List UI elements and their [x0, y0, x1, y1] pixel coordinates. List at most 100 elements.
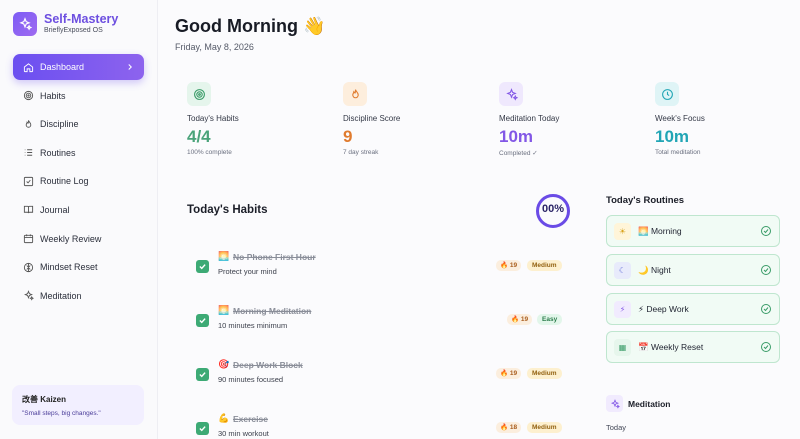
target-icon — [22, 90, 34, 102]
stat-value: 10m — [655, 127, 690, 146]
book-icon — [22, 204, 34, 216]
check-icon[interactable] — [196, 368, 209, 381]
flame-icon — [343, 82, 367, 106]
habit-row[interactable]: 💪 Exercise 30 min workout 🔥 18 Medium — [187, 407, 565, 439]
stat-value: 9 — [343, 127, 353, 146]
habit-description: Protect your mind — [218, 267, 277, 276]
difficulty-badge: Medium — [527, 260, 562, 271]
habit-row[interactable]: 🌅 Morning Meditation 10 minutes minimum … — [187, 299, 565, 349]
habit-emoji: 💪 — [218, 413, 230, 423]
calendar-icon: ▦ — [614, 339, 631, 356]
calendar-icon — [22, 233, 34, 245]
sidebar-item-label: Routine Log — [40, 176, 89, 187]
check-icon[interactable] — [196, 314, 209, 327]
home-icon — [22, 61, 34, 73]
sun-icon: ☀ — [614, 223, 631, 240]
sidebar-item-label: Journal — [40, 204, 70, 215]
stat-card-discipline[interactable]: Discipline Score 9 7 day streak — [331, 70, 479, 170]
habits-progress-label: 00% — [541, 203, 565, 215]
sidebar-item-label: Mindset Reset — [40, 262, 98, 273]
sparkle-icon — [606, 395, 623, 412]
check-circle-icon — [761, 342, 771, 352]
routines-section-title: Today's Routines — [606, 195, 685, 206]
kaizen-quote: "Small steps, big changes." — [22, 410, 101, 417]
difficulty-badge: Easy — [537, 314, 563, 325]
routine-card-deep-work[interactable]: ⚡ ⚡ Deep Work — [606, 293, 780, 325]
sidebar-item-meditation[interactable]: Meditation — [13, 283, 144, 309]
habit-row[interactable]: 🎯 Deep Work Block 90 minutes focused 🔥 1… — [187, 353, 565, 403]
streak-badge: 🔥 19 — [496, 368, 522, 379]
check-icon[interactable] — [196, 260, 209, 273]
sidebar-item-routines[interactable]: Routines — [13, 140, 144, 166]
habit-description: 90 minutes focused — [218, 375, 284, 384]
kaizen-card: 改善 Kaizen "Small steps, big changes." — [12, 385, 144, 425]
moon-icon: ☾ — [614, 262, 631, 279]
habit-emoji: 🌅 — [218, 305, 230, 315]
list-icon — [22, 147, 34, 159]
stat-value: 4/4 — [187, 127, 211, 146]
sidebar-item-habits[interactable]: Habits — [13, 83, 144, 109]
sidebar-item-label: Habits — [40, 90, 66, 101]
habit-emoji: 🎯 — [218, 359, 230, 369]
stat-card-meditation[interactable]: Meditation Today 10m Completed ✓ — [487, 70, 635, 170]
habit-row[interactable]: 🌅 No Phone First Hour Protect your mind … — [187, 245, 565, 295]
current-date: Friday, May 8, 2026 — [175, 42, 254, 52]
chevron-right-icon — [125, 62, 135, 72]
sidebar-item-label: Discipline — [40, 119, 79, 130]
habit-description: 10 minutes minimum — [218, 321, 288, 330]
brand-title: Self-Mastery — [44, 12, 119, 26]
streak-badge: 🔥 18 — [496, 422, 522, 433]
check-circle-icon — [761, 304, 771, 314]
stat-subtext: Total meditation — [655, 149, 701, 156]
check-icon[interactable] — [196, 422, 209, 435]
sidebar-item-journal[interactable]: Journal — [13, 197, 144, 223]
routine-card-morning[interactable]: ☀ 🌅 Morning — [606, 215, 780, 247]
meditation-title: Meditation — [628, 399, 671, 409]
stat-card-habits[interactable]: Today's Habits 4/4 100% complete — [175, 70, 323, 170]
stat-subtext: Completed ✓ — [499, 150, 538, 157]
meditation-today-label: Today — [606, 423, 627, 432]
page-title: Good Morning 👋 — [175, 16, 326, 36]
difficulty-badge: Medium — [527, 368, 562, 379]
sparkle-icon — [499, 82, 523, 106]
habits-progress-ring — [536, 194, 570, 228]
stat-label: Today's Habits — [187, 114, 239, 123]
sidebar-item-weekly-review[interactable]: Weekly Review — [13, 226, 144, 252]
habit-name: Morning Meditation — [233, 306, 312, 316]
routine-name: ⚡ Deep Work — [638, 304, 689, 314]
check-circle-icon — [761, 226, 771, 236]
stat-card-focus[interactable]: Week's Focus 10m Total meditation — [643, 70, 791, 170]
stat-label: Meditation Today — [499, 114, 560, 123]
stat-label: Week's Focus — [655, 114, 705, 123]
sparkle-icon — [22, 290, 34, 302]
habit-name: Deep Work Block — [233, 360, 303, 370]
streak-badge: 🔥 19 — [507, 314, 533, 325]
brand-logo-icon — [13, 12, 37, 36]
brain-icon — [22, 261, 34, 273]
lightning-icon: ⚡ — [614, 301, 631, 318]
sidebar-item-dashboard[interactable]: Dashboard — [13, 54, 144, 80]
sidebar-item-label: Weekly Review — [40, 233, 102, 244]
stat-subtext: 7 day streak — [343, 149, 379, 156]
sidebar-item-discipline[interactable]: Discipline — [13, 111, 144, 137]
sidebar: Self-Mastery BrieflyExposed OS Dashboard… — [0, 0, 158, 439]
sidebar-item-label: Dashboard — [40, 62, 85, 72]
stat-value: 10m — [499, 127, 534, 146]
routine-name: 📅 Weekly Reset — [638, 342, 704, 352]
clock-icon — [655, 82, 679, 106]
habit-emoji: 🌅 — [218, 251, 230, 261]
kaizen-title: 改善 Kaizen — [22, 395, 67, 404]
routine-card-night[interactable]: ☾ 🌙 Night — [606, 254, 780, 286]
habit-description: 30 min workout — [218, 429, 269, 438]
brand[interactable]: Self-Mastery BrieflyExposed OS — [13, 12, 118, 36]
habits-section-title: Today's Habits — [187, 204, 268, 216]
brand-subtitle: BrieflyExposed OS — [44, 27, 103, 34]
streak-badge: 🔥 19 — [496, 260, 522, 271]
sidebar-nav: Dashboard Habits Discipline Routines Rou… — [13, 54, 144, 311]
routine-name: 🌙 Night — [638, 265, 671, 275]
habit-name: No Phone First Hour — [233, 252, 316, 262]
sidebar-item-mindset-reset[interactable]: Mindset Reset — [13, 254, 144, 280]
target-icon — [187, 82, 211, 106]
routine-card-weekly-reset[interactable]: ▦ 📅 Weekly Reset — [606, 331, 780, 363]
sidebar-item-routine-log[interactable]: Routine Log — [13, 168, 144, 194]
